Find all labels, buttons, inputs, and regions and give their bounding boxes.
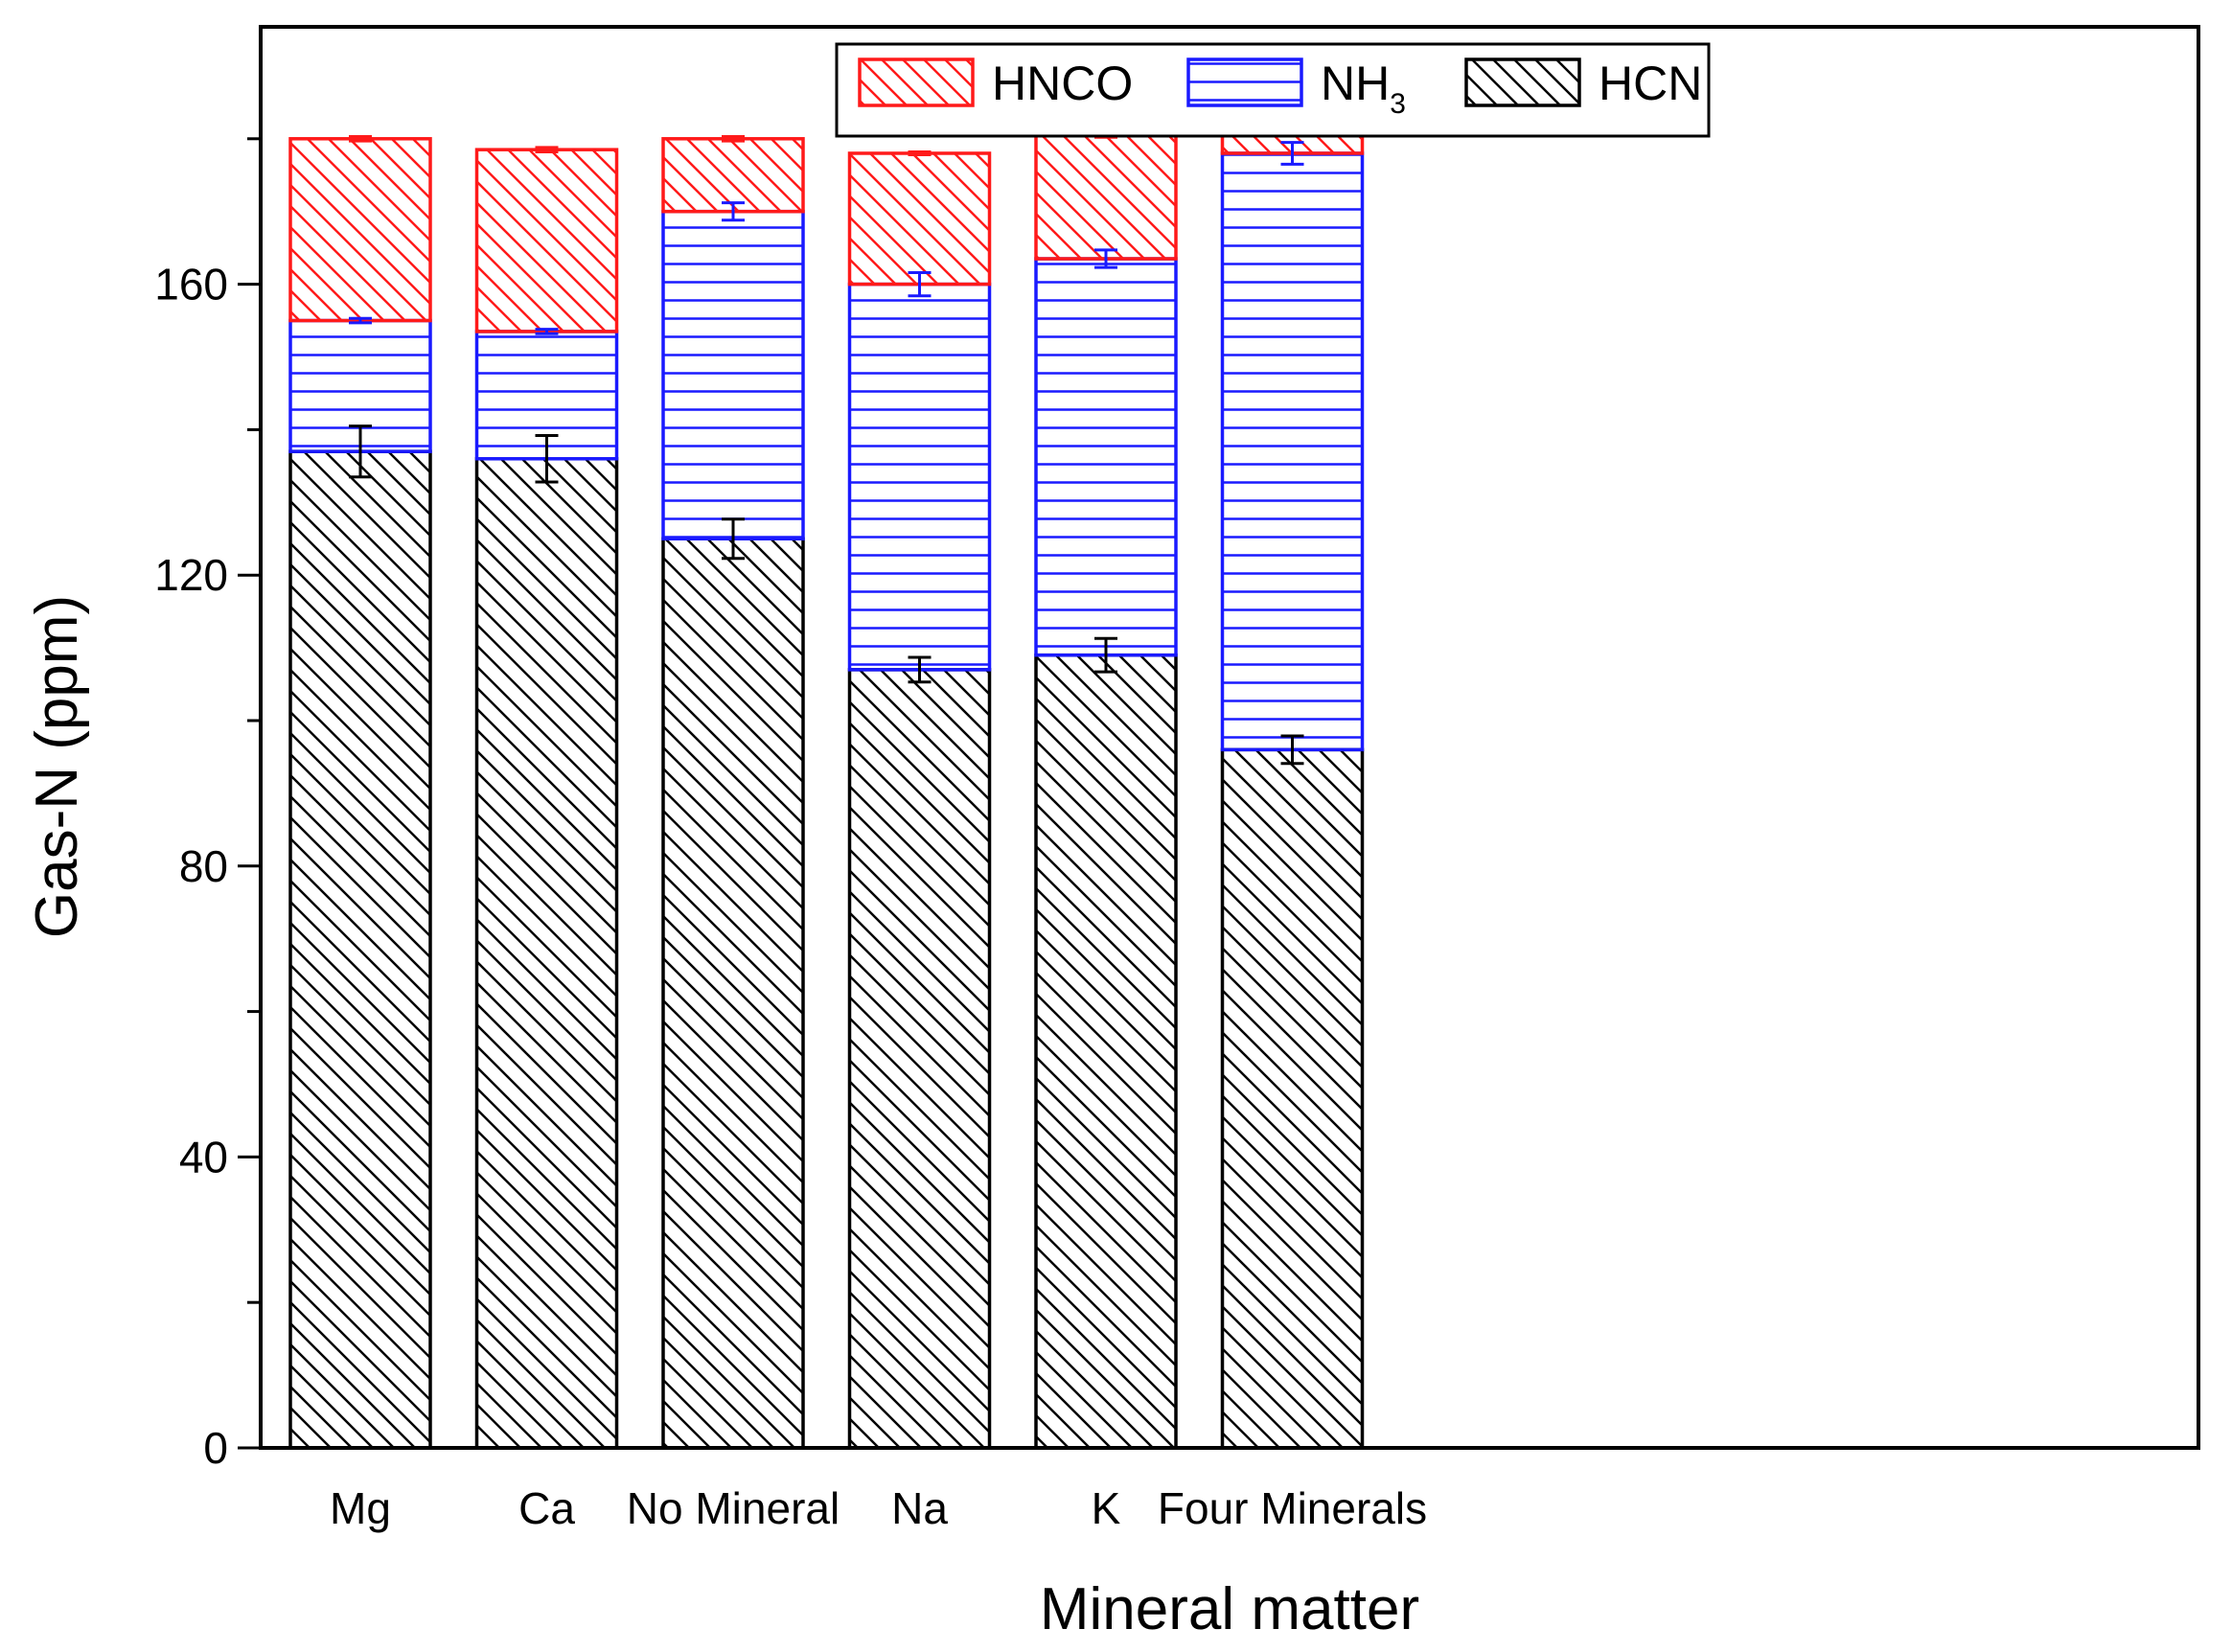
bar-segment-hnco [288,137,432,323]
y-tick-label: 160 [154,260,228,310]
bar-segment-hcn [1220,747,1365,1450]
x-tick-label: Na [891,1483,948,1533]
legend-swatch [1464,57,1581,107]
x-tick-label: K [1092,1483,1121,1533]
bar-segment-nh3 [847,282,992,672]
bar-segment-hcn [1034,653,1178,1450]
bar-segment-hcn [288,449,432,1450]
y-tick-label: 0 [203,1423,228,1473]
y-axis-title: Gas-N (ppm) [24,595,90,938]
legend-label: HCN [1599,57,1702,110]
legend-label: HNCO [992,57,1133,110]
legend-label: NH3 [1321,57,1406,120]
bar-segment-hnco [847,151,992,287]
x-axis: Mg Ca No Mineral Na K Four Minerals [330,1483,1427,1533]
legend-label-main: HCN [1599,57,1702,110]
bar-segment-hcn [474,457,619,1450]
bar-segment-hcn [661,537,805,1450]
legend-entry-nh3: NH3 [1186,57,1406,120]
bar-segment-nh3 [661,209,805,540]
bar-segment-hnco [661,137,805,214]
legend-swatch [1186,57,1303,107]
bar-segment-hnco [474,148,619,333]
x-tick-label: Ca [518,1483,575,1533]
x-tick-label: No Mineral [627,1483,840,1533]
legend-entry-hnco: HNCO [858,57,1133,110]
bar-segment-hnco [1034,133,1178,261]
y-tick-label: 120 [154,550,228,600]
series-nh3 [288,151,1365,752]
legend: HNCO NH3 HCN [835,42,1711,138]
legend-label-subscript: 3 [1390,88,1406,120]
series-hnco [288,126,1365,333]
x-tick-label: Mg [330,1483,391,1533]
y-axis: 0 40 80 120 160 [154,137,261,1473]
legend-label-main: HNCO [992,57,1133,110]
legend-label-main: NH [1321,57,1390,110]
bar-segment-nh3 [1034,257,1178,657]
legend-entry-hcn: HCN [1464,57,1702,110]
bar-segment-nh3 [1220,151,1365,752]
series-hcn [288,449,1365,1450]
y-tick-label: 40 [179,1132,228,1182]
x-axis-title: Mineral matter [1040,1576,1419,1642]
y-tick-label: 80 [179,841,228,891]
x-tick-label: Four Minerals [1158,1483,1427,1533]
bars [288,124,1365,1450]
bar-segment-hcn [847,668,992,1450]
legend-swatch [858,57,975,107]
